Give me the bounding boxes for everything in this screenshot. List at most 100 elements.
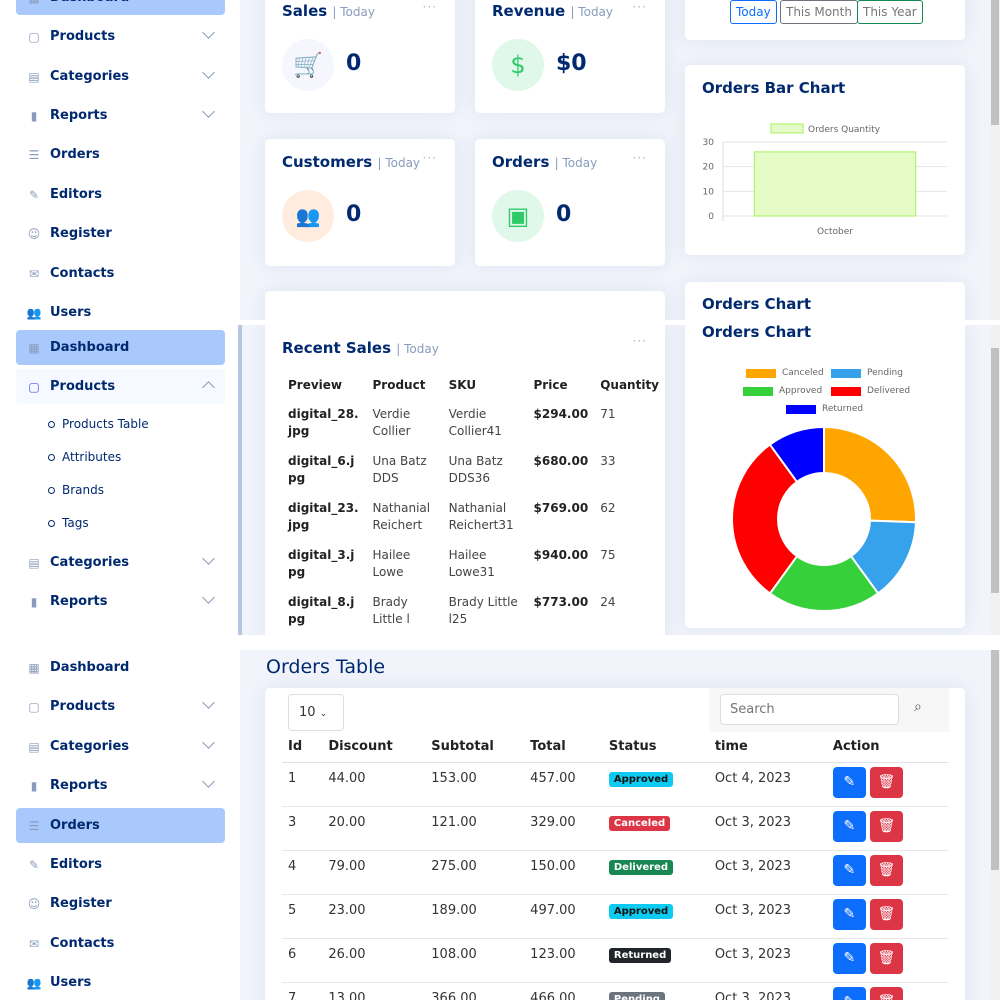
sidebar-item-categories[interactable]: ▤ Categories (16, 59, 225, 94)
chevron-down-icon (202, 696, 215, 709)
this-year-button[interactable]: This Year (857, 0, 923, 24)
edit-button[interactable]: ✎ (832, 899, 866, 930)
delete-button[interactable]: 🗑 (869, 767, 903, 798)
status-badge: Approved (608, 904, 674, 919)
sidebar-item-users[interactable]: 👥 Users (26, 975, 92, 990)
edit-button[interactable]: ✎ (832, 767, 866, 798)
sidebar: ▦Dashboard ▢Products ▤Categories ▮Report… (0, 0, 240, 320)
list-box-icon: ▤ (28, 69, 40, 84)
sidebar-item-products[interactable]: ▢ Products (16, 689, 225, 724)
sidebar-item-dashboard[interactable]: ▦Dashboard (16, 650, 225, 685)
sidebar-item-products[interactable]: ▢ Products (16, 369, 225, 404)
edit-button[interactable]: ✎ (832, 943, 866, 974)
sidebar-item-editors[interactable]: ✎ Editors (16, 177, 225, 212)
sidebar-subitem-products-table[interactable]: Products Table (48, 417, 149, 431)
price: $769.00 (533, 501, 589, 515)
sidebar-item-contacts[interactable]: ✉ Contacts (16, 256, 225, 291)
delete-button[interactable]: 🗑 (869, 855, 903, 886)
sidebar-item-users[interactable]: 👥 Users (26, 305, 92, 320)
orders-chart-title: Orders Chart (702, 325, 811, 341)
sidebar-item-products[interactable]: ▢ Products (16, 19, 225, 54)
status-badge: Canceled (608, 816, 671, 831)
recent-sales-card: Recent Sales | Today ··· Preview Product… (265, 325, 665, 635)
revenue-value: $0 (556, 51, 587, 76)
legend-swatch (770, 123, 804, 134)
sidebar-item-reports[interactable]: ▮ Reports (16, 768, 225, 803)
legend-item[interactable]: Delivered (831, 386, 910, 396)
status: Pending (602, 982, 709, 1000)
this-month-button[interactable]: This Month (780, 0, 858, 24)
chevron-down-icon (202, 105, 215, 118)
more-icon[interactable]: ··· (422, 151, 437, 165)
sidebar-item-categories[interactable]: ▤ Categories (16, 545, 225, 580)
sidebar-item-reports[interactable]: ▮ Reports (16, 98, 225, 133)
donut-slice-delivered[interactable] (731, 443, 799, 595)
sidebar-subitem-tags[interactable]: Tags (48, 516, 89, 530)
legend-item[interactable]: Returned (786, 404, 863, 414)
sku: Una Batz DDS36 (448, 454, 503, 485)
sidebar-item-contacts[interactable]: ✉ Contacts (16, 926, 225, 961)
column-header: time (708, 735, 827, 763)
today-button[interactable]: Today (730, 0, 777, 24)
customers-card: Customers | Today ··· 👥 0 (265, 139, 455, 266)
sidebar-item-editors[interactable]: ✎ Editors (16, 847, 225, 882)
scrollbar[interactable] (990, 325, 1000, 635)
sidebar-item-dashboard[interactable]: ▦Dashboard (16, 0, 225, 15)
total: 497.00 (524, 894, 603, 939)
scrollbar[interactable] (990, 0, 1000, 320)
delete-button[interactable]: 🗑 (869, 811, 903, 842)
sidebar-item-orders[interactable]: ☰ Orders (16, 808, 225, 843)
sidebar-item-register[interactable]: ☺ Register (27, 226, 112, 241)
more-icon[interactable]: ··· (632, 151, 647, 165)
sidebar-subitem-brands[interactable]: Brands (48, 483, 104, 497)
edit-button[interactable]: ✎ (832, 987, 866, 1000)
delete-button[interactable]: 🗑 (869, 943, 903, 974)
edit-button[interactable]: ✎ (832, 855, 866, 886)
y-tick-label: 30 (703, 138, 715, 148)
orders-table-card: 10 ⌄ ⌕ IdDiscountSubtotalTotalStatustime… (265, 688, 965, 1000)
subtotal: 153.00 (425, 762, 525, 807)
price: $940.00 (533, 548, 589, 562)
cart-icon: 🛒 (282, 39, 334, 91)
total: 329.00 (524, 806, 603, 851)
orders-donut-chart (731, 425, 917, 612)
table-row: digital_23.jpg Nathanial Reichert Nathania… (282, 500, 665, 547)
bar-chart-title: Orders Bar Chart (702, 79, 846, 97)
search-icon[interactable]: ⌕ (914, 699, 922, 715)
chevron-down-icon (202, 552, 215, 565)
legend-swatch (831, 368, 861, 378)
legend-item[interactable]: Canceled (746, 368, 824, 378)
preview-image: digital_8.jpg (288, 595, 355, 626)
bar-chart-icon: ▮ (30, 778, 38, 793)
legend-item[interactable]: Pending (831, 368, 903, 378)
edit-button[interactable]: ✎ (832, 811, 866, 842)
delete-button[interactable]: 🗑 (869, 987, 903, 1000)
orders-bar-chart: 0 10 20 30 October Orders Quantity (703, 123, 947, 237)
legend-item[interactable]: Approved (743, 386, 822, 396)
donut-slice-returned[interactable] (768, 425, 825, 484)
sidebar-subitem-attributes[interactable]: Attributes (48, 450, 121, 464)
search-input[interactable] (720, 694, 899, 725)
more-icon[interactable]: ··· (632, 0, 647, 14)
column-header: Subtotal (425, 735, 525, 763)
table-row: 3 20.00 121.00 329.00 Canceled Oct 3, 2023 ✎ 🗑 (282, 806, 948, 851)
page-size-select[interactable]: 10 ⌄ (288, 694, 344, 731)
list-box-icon: ▤ (28, 739, 40, 754)
delete-button[interactable]: 🗑 (869, 899, 903, 930)
sidebar: ▦ Dashboard ▢ Products Products Table Attr… (0, 325, 242, 635)
order-id: 3 (282, 806, 323, 851)
sidebar-item-categories[interactable]: ▤ Categories (16, 729, 225, 764)
donut-slice-canceled[interactable] (823, 425, 917, 524)
bar-chart-icon: ▮ (30, 108, 38, 123)
sidebar-item-orders[interactable]: ☰ Orders (16, 137, 225, 172)
scrollbar[interactable] (990, 650, 1000, 1000)
sidebar-item-register[interactable]: ☺ Register (27, 896, 112, 911)
more-icon[interactable]: ··· (632, 334, 647, 348)
sku: Nathanial Reichert31 (448, 501, 514, 532)
quantity: 75 (600, 548, 616, 562)
sidebar-item-reports[interactable]: ▮ Reports (16, 584, 225, 619)
more-icon[interactable]: ··· (422, 0, 437, 14)
sidebar-item-dashboard[interactable]: ▦Dashboard (16, 330, 225, 365)
total: 457.00 (524, 762, 603, 807)
